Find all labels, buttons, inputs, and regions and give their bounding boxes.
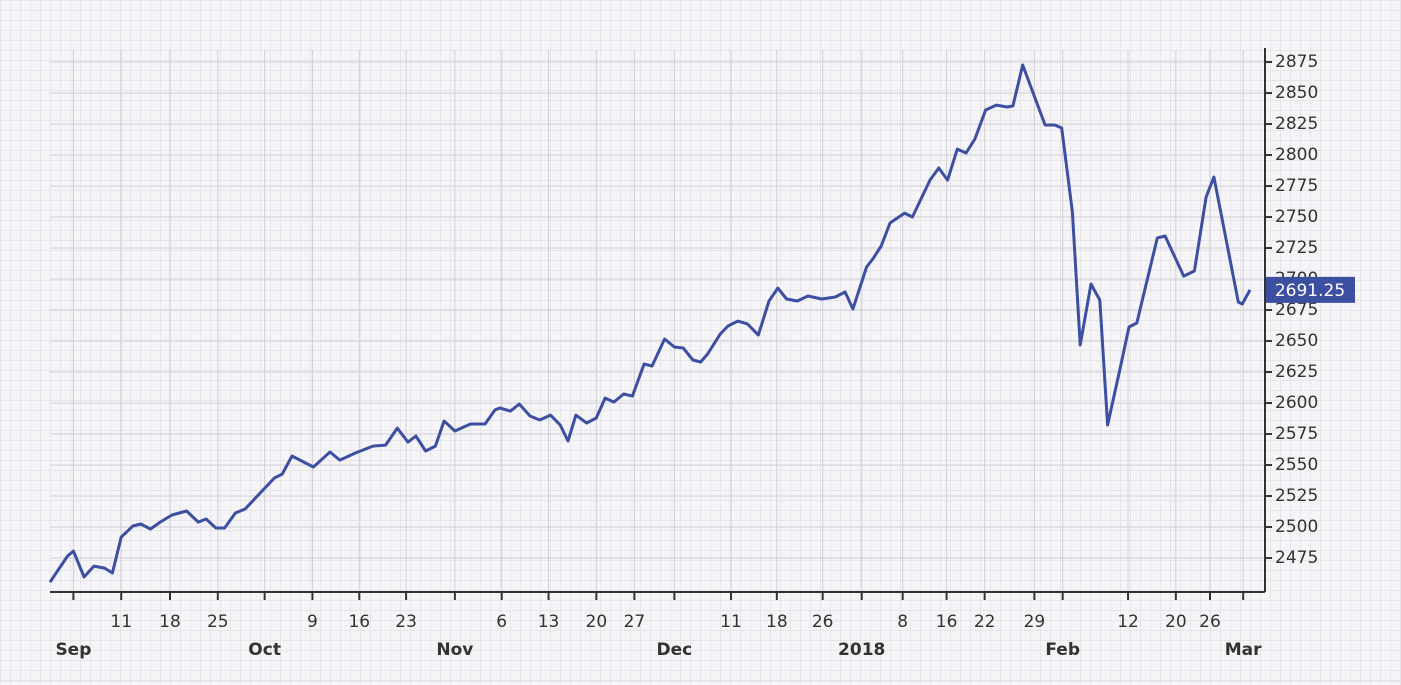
x-tick-label: 18: [159, 612, 181, 632]
price-line: [48, 63, 1252, 583]
y-tick-label: 2625: [1275, 362, 1318, 382]
x-tick-label: 13: [538, 612, 560, 632]
y-tick-label: 2500: [1275, 517, 1318, 537]
y-tick-label: 2675: [1275, 300, 1318, 320]
y-tick-label: 2650: [1275, 331, 1318, 351]
x-tick-label: 16: [936, 612, 958, 632]
x-tick-label: 23: [395, 612, 417, 632]
x-tick-label: Mar: [1225, 640, 1262, 660]
x-tick-label: Feb: [1045, 640, 1080, 660]
x-tick-label: Oct: [248, 640, 281, 660]
y-tick-label: 2750: [1275, 207, 1318, 227]
x-tick-label: 11: [110, 612, 132, 632]
x-tick-label: 9: [307, 612, 318, 632]
y-tick-label: 2875: [1275, 52, 1318, 72]
x-tick-label: Nov: [436, 640, 473, 660]
y-tick-label: 2600: [1275, 393, 1318, 413]
last-price-tag: [1266, 276, 1355, 303]
x-tick-label: 11: [720, 612, 742, 632]
x-tick-label: 27: [624, 612, 646, 632]
x-tick-label: 22: [974, 612, 996, 632]
x-tick-label: 8: [897, 612, 908, 632]
x-tick-label: 26: [812, 612, 834, 632]
y-tick-label: 2475: [1275, 548, 1318, 568]
x-tick-label: Dec: [657, 640, 693, 660]
x-tick-label: 2018: [838, 640, 885, 660]
x-tick-label: 20: [586, 612, 608, 632]
x-tick-label: 16: [348, 612, 370, 632]
y-tick-label: 2725: [1275, 238, 1318, 258]
x-tick-label: 18: [766, 612, 788, 632]
x-tick-label: 12: [1117, 612, 1139, 632]
last-price-label: 2691.25: [1275, 281, 1345, 301]
x-tick-label: 26: [1199, 612, 1221, 632]
y-tick-label: 2825: [1275, 114, 1318, 134]
y-tick-label: 2800: [1275, 145, 1318, 165]
y-tick-label: 2525: [1275, 486, 1318, 506]
x-tick-label: 20: [1165, 612, 1187, 632]
x-tick-label: 25: [207, 612, 229, 632]
x-tick-label: 29: [1024, 612, 1046, 632]
y-tick-label: 2775: [1275, 176, 1318, 196]
y-tick-label: 2850: [1275, 83, 1318, 103]
y-tick-label: 2550: [1275, 455, 1318, 475]
x-tick-label: Sep: [55, 640, 91, 660]
x-tick-label: 6: [496, 612, 507, 632]
y-tick-label: 2575: [1275, 424, 1318, 444]
